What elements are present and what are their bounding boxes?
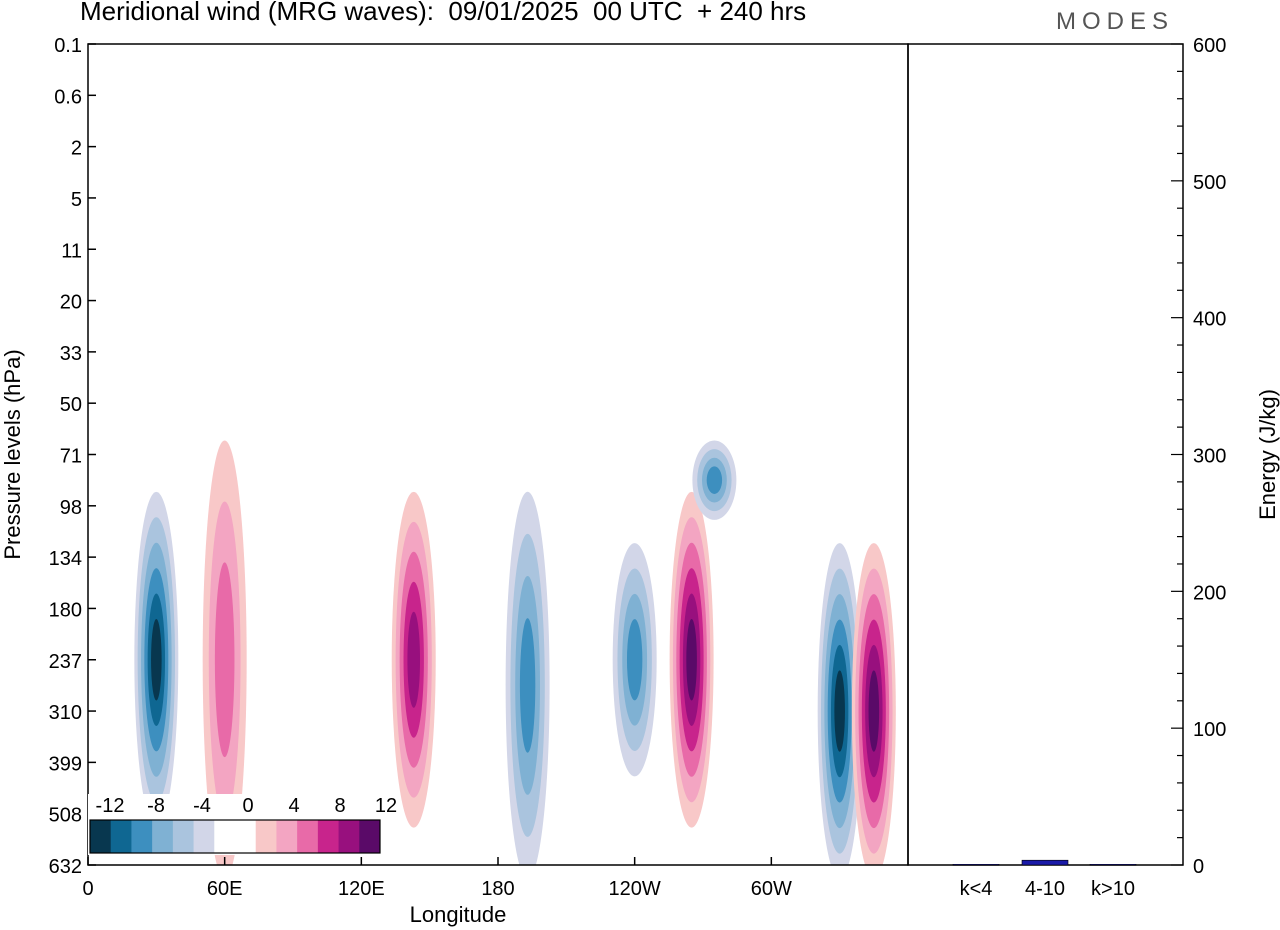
contour-level-3-3 — [519, 618, 536, 753]
contour-level-5-5 — [686, 619, 697, 701]
colorbar-label: 4 — [288, 795, 299, 817]
y-tick-label: 134 — [49, 548, 82, 570]
colorbar-label: -12 — [96, 795, 125, 817]
colorbar-swatch — [193, 820, 215, 853]
x-tick-label: 120E — [338, 878, 385, 900]
energy-bar — [952, 864, 1000, 866]
energy-category-label: k<4 — [960, 878, 993, 900]
colorbar-label: 12 — [375, 795, 397, 817]
chart-title: Meridional wind (MRG waves): 09/01/2025 … — [80, 0, 807, 26]
energy-tick-label: 200 — [1193, 582, 1226, 604]
y-tick-label: 180 — [49, 599, 82, 621]
energy-tick-label: 0 — [1193, 856, 1204, 878]
colorbar-label: -8 — [147, 795, 165, 817]
colorbar-swatch — [276, 820, 298, 853]
energy-axis-label: Energy (J/kg) — [1255, 389, 1280, 520]
y-tick-label: 2 — [71, 138, 82, 160]
energy-tick-label: 400 — [1193, 309, 1226, 331]
energy-bar — [1089, 864, 1137, 866]
colorbar-label: -4 — [193, 795, 211, 817]
y-tick-label: 20 — [60, 292, 82, 314]
contour-level-2-4 — [407, 611, 421, 708]
colorbar: -12 -8 -4 0 4 8 12 — [88, 794, 397, 855]
y-tick-label: 310 — [49, 702, 82, 724]
x-tick-label: 60W — [751, 878, 792, 900]
energy-tick-label: 300 — [1193, 446, 1226, 468]
y-tick-label: 98 — [60, 497, 82, 519]
x-tick-label: 180 — [481, 878, 514, 900]
colorbar-swatch — [172, 820, 195, 853]
contour-field — [134, 440, 896, 865]
y-tick-label: 71 — [60, 446, 82, 468]
contour-level-4-3 — [626, 619, 643, 701]
colorbar-frame — [89, 819, 381, 854]
colorbar-swatch — [317, 820, 340, 853]
contour-level-0-5 — [151, 619, 162, 701]
energy-category-label: 4-10 — [1025, 878, 1065, 900]
colorbar-label: 8 — [334, 795, 345, 817]
x-tick-label: 120W — [609, 878, 661, 900]
colorbar-swatch — [110, 820, 132, 853]
colorbar-swatch — [131, 820, 153, 853]
y-tick-label: 11 — [61, 240, 82, 262]
y-tick-label: 5 — [71, 189, 82, 211]
y-tick-label: 508 — [49, 805, 82, 827]
x-tick-label: 0 — [82, 878, 93, 900]
energy-category-label: k>10 — [1091, 878, 1135, 900]
energy-tick-label: 500 — [1193, 172, 1226, 194]
colorbar-swatch — [235, 820, 257, 853]
y-tick-label: 33 — [60, 343, 82, 365]
y-tick-label: 399 — [49, 753, 82, 775]
colorbar-label: 0 — [242, 795, 253, 817]
energy-panel: 0 100 200 300 400 500 600 k<4 4-10 k>10 Energy (J/… — [907, 35, 1280, 900]
colorbar-swatch — [297, 820, 319, 853]
x-tick-label: 60E — [207, 878, 243, 900]
contour-level-6-3 — [706, 466, 723, 494]
colorbar-swatch — [90, 820, 112, 853]
colorbar-swatch — [255, 820, 277, 853]
energy-bar — [1021, 859, 1069, 866]
y-tick-label: 0.1 — [54, 35, 82, 57]
y-tick-label: 50 — [60, 394, 82, 416]
modes-logo: MODES — [1056, 8, 1175, 35]
y-tick-label: 237 — [49, 651, 82, 673]
x-axis-label: Longitude — [410, 902, 507, 927]
contour-level-7-5 — [834, 670, 845, 752]
energy-tick-label: 600 — [1193, 35, 1226, 57]
colorbar-swatch — [152, 820, 174, 853]
energy-tick-label: 100 — [1193, 719, 1226, 741]
energy-frame — [907, 43, 1184, 866]
contour-level-8-5 — [868, 670, 880, 752]
colorbar-swatch — [338, 820, 360, 853]
y-tick-label: 0.6 — [54, 86, 82, 108]
colorbar-swatch — [359, 820, 381, 853]
y-tick-label: 632 — [49, 856, 82, 878]
colorbar-swatch — [214, 820, 236, 853]
y-axis-label: Pressure levels (hPa) — [0, 349, 25, 559]
contour-level-1-2 — [214, 562, 235, 758]
axes: 0.1 0.6 2 5 11 20 33 50 71 98 134 180 237 310 399 508 63… — [0, 35, 909, 927]
